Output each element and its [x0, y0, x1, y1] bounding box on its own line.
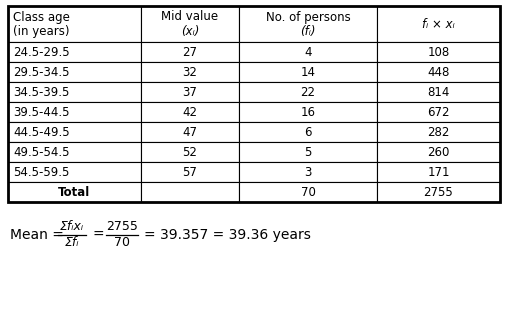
Bar [239, 62, 377, 82]
Text: Mean =: Mean = [10, 228, 64, 242]
Bar [141, 142, 239, 162]
Text: Class age: Class age [13, 11, 70, 23]
Text: 2755: 2755 [424, 186, 453, 198]
Text: 37: 37 [182, 86, 198, 98]
Text: 6: 6 [304, 125, 312, 139]
Bar [239, 142, 377, 162]
Bar [8, 122, 141, 142]
Bar [377, 122, 500, 142]
Bar [377, 102, 500, 122]
Bar [141, 102, 239, 122]
Bar [141, 122, 239, 142]
Bar [239, 6, 377, 42]
Text: 44.5-49.5: 44.5-49.5 [13, 125, 70, 139]
Text: 29.5-34.5: 29.5-34.5 [13, 65, 70, 79]
Text: 108: 108 [427, 45, 450, 59]
Text: Σfᵢ: Σfᵢ [65, 237, 79, 249]
Text: 5: 5 [304, 145, 312, 159]
Text: 57: 57 [182, 165, 198, 179]
Bar [8, 82, 141, 102]
Text: 39.5-44.5: 39.5-44.5 [13, 106, 70, 118]
Text: =: = [92, 228, 104, 242]
Bar [141, 6, 239, 42]
Text: 14: 14 [301, 65, 315, 79]
Bar [377, 82, 500, 102]
Text: 16: 16 [301, 106, 315, 118]
Bar [377, 142, 500, 162]
Text: 282: 282 [427, 125, 450, 139]
Text: 34.5-39.5: 34.5-39.5 [13, 86, 70, 98]
Text: = 39.357 = 39.36 years: = 39.357 = 39.36 years [144, 228, 311, 242]
Text: 171: 171 [427, 165, 450, 179]
Bar [377, 162, 500, 182]
Text: (fᵢ): (fᵢ) [300, 24, 316, 38]
Text: 47: 47 [182, 125, 198, 139]
Bar [141, 82, 239, 102]
Text: 2755: 2755 [106, 220, 138, 234]
Text: fᵢ × xᵢ: fᵢ × xᵢ [422, 17, 455, 31]
Text: (xᵢ): (xᵢ) [181, 24, 199, 38]
Bar [8, 142, 141, 162]
Text: 260: 260 [427, 145, 450, 159]
Text: 3: 3 [304, 165, 312, 179]
Text: 22: 22 [301, 86, 315, 98]
Bar [239, 82, 377, 102]
Bar [239, 162, 377, 182]
Text: Σfᵢxᵢ: Σfᵢxᵢ [60, 220, 84, 234]
Bar [377, 62, 500, 82]
Text: 4: 4 [304, 45, 312, 59]
Text: 27: 27 [182, 45, 198, 59]
Bar [8, 182, 141, 202]
Text: 814: 814 [427, 86, 450, 98]
Text: No. of persons: No. of persons [266, 11, 351, 23]
Bar [239, 102, 377, 122]
Text: 672: 672 [427, 106, 450, 118]
Bar [141, 62, 239, 82]
Bar [239, 182, 377, 202]
Bar [141, 182, 239, 202]
Bar [8, 6, 500, 202]
Bar [141, 162, 239, 182]
Bar [141, 42, 239, 62]
Text: Mid value: Mid value [162, 11, 218, 23]
Bar [377, 182, 500, 202]
Bar [8, 42, 141, 62]
Text: (in years): (in years) [13, 24, 70, 38]
Text: 49.5-54.5: 49.5-54.5 [13, 145, 70, 159]
Text: Total: Total [58, 186, 90, 198]
Bar [8, 162, 141, 182]
Text: 52: 52 [182, 145, 198, 159]
Text: 448: 448 [427, 65, 450, 79]
Text: 24.5-29.5: 24.5-29.5 [13, 45, 70, 59]
Bar [377, 6, 500, 42]
Bar [8, 62, 141, 82]
Text: 70: 70 [301, 186, 315, 198]
Text: 54.5-59.5: 54.5-59.5 [13, 165, 70, 179]
Bar [8, 6, 141, 42]
Text: 42: 42 [182, 106, 198, 118]
Bar [377, 42, 500, 62]
Bar [8, 102, 141, 122]
Bar [239, 42, 377, 62]
Bar [239, 122, 377, 142]
Text: 70: 70 [114, 237, 130, 249]
Text: 32: 32 [182, 65, 198, 79]
